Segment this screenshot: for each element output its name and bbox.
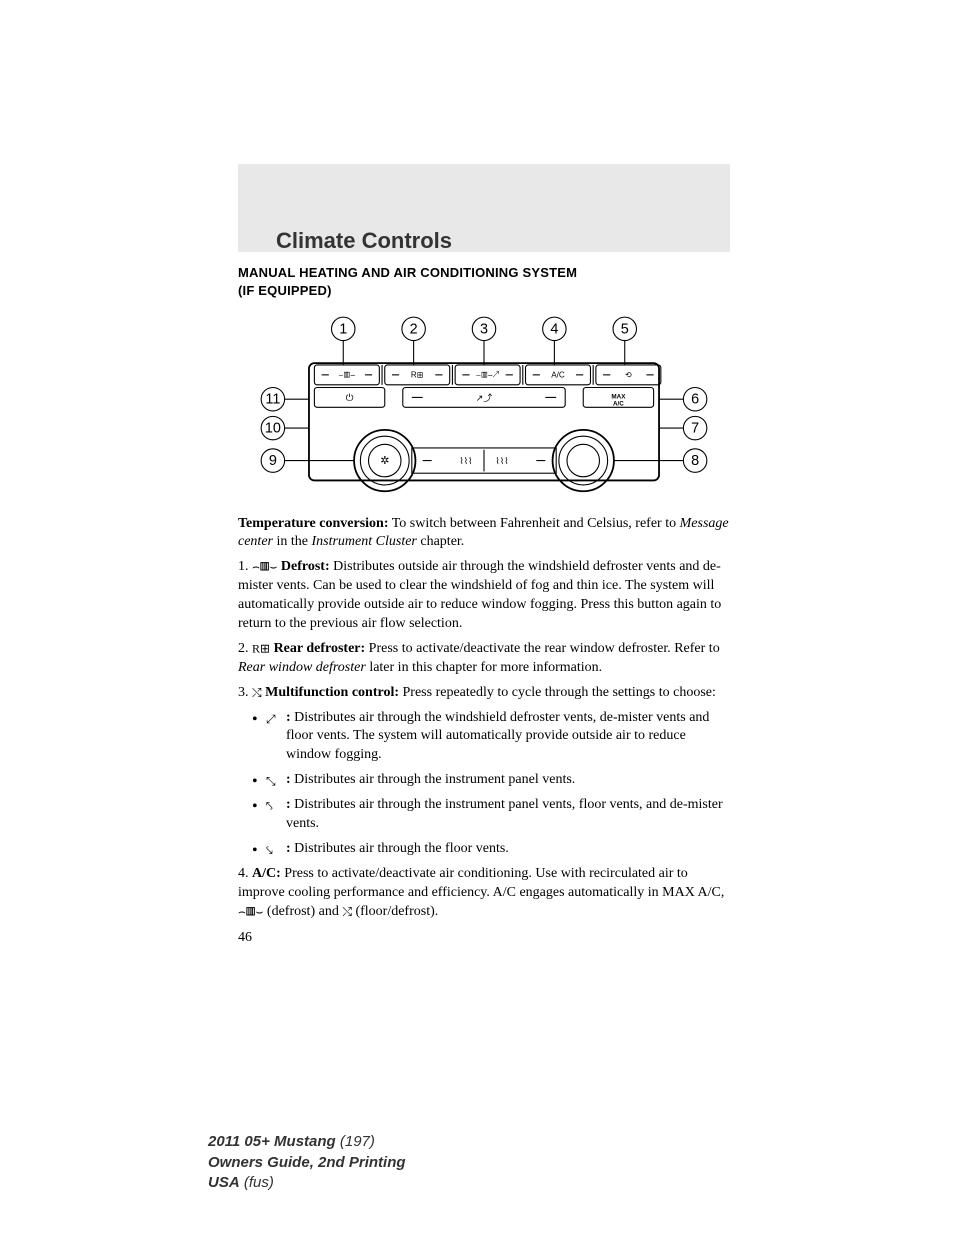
svg-text:↗⤴: ↗⤴ [476,392,493,403]
svg-text:7: 7 [691,421,699,437]
svg-text:5: 5 [621,321,629,337]
defrost-icon: ⌢▥⌣ [238,904,263,918]
item-1: 1. ⌢▥⌣ Defrost: Distributes outside air … [238,558,730,634]
svg-text:10: 10 [265,421,281,437]
item-4-prefix: 4. [238,866,252,881]
item-3-bullets: ⤢: Distributes air through the windshiel… [252,709,730,859]
item-3-prefix: 3. [238,685,252,700]
floor-defrost-icon: ⤭ [342,904,352,918]
temp-conv-term-b: Instrument Cluster [311,534,416,549]
temp-conv-text-a: To switch between Fahrenheit and Celsius… [388,516,679,531]
svg-text:9: 9 [269,453,277,469]
svg-text:MAX: MAX [611,393,626,400]
svg-text:A/C: A/C [613,401,624,408]
chapter-title: Climate Controls [276,228,452,254]
temp-conv-label: Temperature conversion: [238,516,388,531]
item-4-label: A/C: [252,866,281,881]
item-2: 2. R⊞ Rear defroster: Press to activate/… [238,640,730,678]
temp-conv-text-b: in the [273,534,312,549]
svg-text:⏻: ⏻ [346,393,354,404]
airflow-mode-icon: ⤢ [266,711,276,727]
page-number: 46 [238,929,730,948]
footer-line2: Owners Guide, 2nd Printing [208,1153,406,1173]
page: Climate Controls MANUAL HEATING AND AIR … [0,0,954,1235]
footer: 2011 05+ Mustang (197) Owners Guide, 2nd… [208,1132,406,1193]
list-item: ⤢: Distributes air through the windshiel… [252,709,730,766]
climate-diagram: ⌢▥⌣R⊞⌢▥⌣↗A/C⟲⏻↗⤴MAXA/C✲⌇⌇⌇⌇⌇⌇12345678111… [244,309,724,498]
footer-line3-light: (fus) [240,1174,274,1191]
item-4-text-a: Press to activate/deactivate air conditi… [238,866,724,900]
svg-text:✲: ✲ [380,455,389,467]
bullet-text: Distributes air through the windshield d… [286,710,709,763]
item-4-text-b: (defrost) and [263,904,342,919]
svg-text:A/C: A/C [551,371,565,380]
list-item: ⤡: Distributes air through the instrumen… [252,771,730,790]
bullet-text: Distributes air through the instrument p… [291,772,576,787]
section-heading: MANUAL HEATING AND AIR CONDITIONING SYST… [238,264,730,299]
bullet-text: Distributes air through the floor vents. [291,841,509,856]
section-heading-line2: (IF EQUIPPED) [238,283,332,298]
svg-text:4: 4 [550,321,558,337]
temp-conversion-para: Temperature conversion: To switch betwee… [238,515,730,553]
bullet-text: Distributes air through the instrument p… [286,797,723,831]
footer-line1-light: (197) [336,1133,375,1150]
item-1-label: Defrost: [277,559,329,574]
airflow-mode-icon: ⤡ [266,773,276,789]
item-2-term: Rear window defroster [238,660,366,675]
svg-text:11: 11 [265,392,280,408]
svg-text:8: 8 [691,453,699,469]
svg-text:2: 2 [410,321,418,337]
defrost-icon: ⌢▥⌣ [252,560,277,574]
list-item: ⤥: Distributes air through the floor ven… [252,840,730,859]
svg-text:⌇⌇⌇: ⌇⌇⌇ [495,456,508,466]
item-1-prefix: 1. [238,559,252,574]
climate-diagram-svg: ⌢▥⌣R⊞⌢▥⌣↗A/C⟲⏻↗⤴MAXA/C✲⌇⌇⌇⌇⌇⌇12345678111… [244,309,724,498]
item-2-text-a: Press to activate/deactivate the rear wi… [365,641,720,656]
temp-conv-text-c: chapter. [417,534,464,549]
item-2-label: Rear defroster: [270,641,365,656]
item-4: 4. A/C: Press to activate/deactivate air… [238,865,730,922]
svg-text:1: 1 [339,321,347,337]
rear-defrost-icon: R⊞ [252,642,270,656]
footer-line3-bold: USA [208,1174,240,1191]
multifunction-icon: ⤭ [252,685,262,699]
item-2-text-b: later in this chapter for more informati… [366,660,602,675]
item-4-text-c: (floor/defrost). [352,904,438,919]
footer-line1-bold: 2011 05+ Mustang [208,1133,336,1150]
airflow-mode-icon: ⤥ [266,842,273,858]
airflow-mode-icon: ⤣ [266,798,273,814]
content: MANUAL HEATING AND AIR CONDITIONING SYST… [238,264,730,948]
item-3-text: Press repeatedly to cycle through the se… [399,685,716,700]
svg-text:⌢▥⌣↗: ⌢▥⌣↗ [476,371,501,380]
svg-text:⌇⌇⌇: ⌇⌇⌇ [459,456,472,466]
svg-text:⟲: ⟲ [625,371,632,380]
svg-text:R⊞: R⊞ [411,371,424,380]
item-3: 3. ⤭ Multifunction control: Press repeat… [238,684,730,703]
svg-text:⌢▥⌣: ⌢▥⌣ [338,371,355,380]
svg-text:6: 6 [691,392,699,408]
item-3-label: Multifunction control: [262,685,399,700]
section-heading-line1: MANUAL HEATING AND AIR CONDITIONING SYST… [238,265,577,280]
svg-text:3: 3 [480,321,488,337]
item-2-prefix: 2. [238,641,252,656]
list-item: ⤣: Distributes air through the instrumen… [252,796,730,834]
